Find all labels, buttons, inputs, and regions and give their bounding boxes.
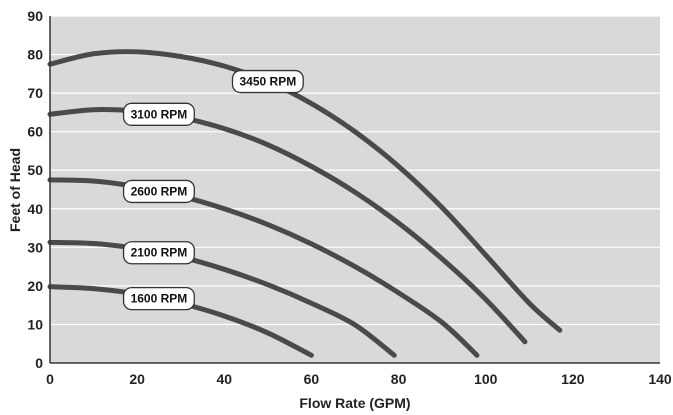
y-tick-label: 60 (27, 124, 43, 140)
y-tick-label: 10 (27, 316, 43, 332)
x-tick-label: 120 (561, 371, 585, 387)
series-label-text: 2100 RPM (131, 246, 188, 260)
series-label-box (122, 241, 195, 265)
series-label: 2100 RPM (122, 241, 195, 265)
y-axis-title: Feet of Head (7, 148, 23, 232)
series-label-text: 2600 RPM (131, 184, 188, 198)
series-label: 3450 RPM (231, 69, 304, 94)
y-tick-label: 40 (27, 201, 43, 217)
series-label-text: 1600 RPM (131, 292, 188, 306)
x-tick-label: 60 (304, 371, 320, 387)
curve-labels: 3450 RPM 3100 RPM 2600 RPM 2100 RPM 1600 RPM (122, 69, 304, 311)
x-tick-label: 100 (474, 371, 498, 387)
y-tick-label: 50 (27, 162, 43, 178)
y-tick-label: 30 (27, 239, 43, 255)
series-label-box (122, 179, 195, 204)
x-tick-label: 140 (648, 371, 672, 387)
y-tick-label: 0 (35, 355, 43, 371)
series-label: 2600 RPM (122, 179, 195, 204)
x-tick-label: 80 (391, 371, 407, 387)
x-tick-label: 40 (216, 371, 232, 387)
series-label-text: 3450 RPM (240, 75, 297, 89)
series-label: 1600 RPM (122, 286, 195, 311)
y-tick-label: 80 (27, 47, 43, 63)
series-label-box (231, 69, 304, 94)
series-line (47, 49, 563, 333)
x-tick-labels: 0 20 40 60 80 100 120 140 (46, 371, 672, 387)
series-label-text: 3100 RPM (131, 107, 188, 121)
y-tick-label: 20 (27, 278, 43, 294)
x-axis-title: Flow Rate (GPM) (299, 395, 410, 411)
x-tick-label: 20 (129, 371, 145, 387)
y-tick-label: 90 (27, 8, 43, 24)
y-tick-label: 70 (27, 85, 43, 101)
y-tick-labels: 0 10 20 30 40 50 60 70 80 90 (27, 8, 43, 371)
series-line (47, 239, 397, 358)
x-tick-label: 0 (46, 371, 54, 387)
series-label-box (122, 102, 195, 126)
series-label-box (122, 286, 195, 311)
series-label: 3100 RPM (122, 102, 195, 126)
